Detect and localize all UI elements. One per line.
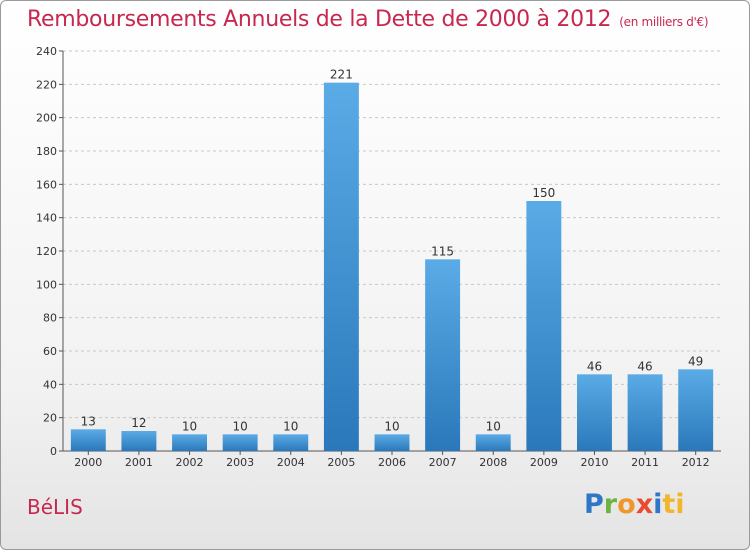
axes: 0 20 40 60 80 100 120 140 160 180 200 220 240 2000 200… xyxy=(36,45,721,469)
bar xyxy=(526,201,562,451)
data-label: 10 xyxy=(182,419,197,433)
y-tick-label: 0 xyxy=(50,445,57,458)
data-label: 46 xyxy=(587,359,602,373)
logo-letter: r xyxy=(603,489,618,520)
bar xyxy=(425,259,461,451)
x-tick-label: 2010 xyxy=(580,456,608,469)
data-label: 12 xyxy=(131,416,146,430)
y-tick-label: 80 xyxy=(43,312,57,325)
x-tick-label: 2002 xyxy=(176,456,204,469)
logo-letter: o xyxy=(617,489,636,520)
bar xyxy=(172,434,208,451)
x-tick-label: 2004 xyxy=(277,456,305,469)
y-tick-label: 200 xyxy=(36,112,57,125)
y-tick-label: 140 xyxy=(36,212,57,225)
y-tick-label: 100 xyxy=(36,278,57,291)
x-tick-label: 2003 xyxy=(226,456,254,469)
logo-letter: x xyxy=(635,489,654,520)
data-label: 10 xyxy=(233,419,248,433)
data-label: 10 xyxy=(384,419,399,433)
chart-title-text: Remboursements Annuels de la Dette de 20… xyxy=(27,7,612,32)
y-tick-label: 60 xyxy=(43,345,57,358)
x-tick-label: 2012 xyxy=(682,456,710,469)
x-tick-label: 2008 xyxy=(479,456,507,469)
x-tick-label: 2006 xyxy=(378,456,406,469)
bar xyxy=(475,434,511,451)
data-label: 221 xyxy=(330,68,353,82)
logo-letter: i xyxy=(653,489,663,520)
y-tick-label: 180 xyxy=(36,145,57,158)
bars xyxy=(70,82,714,452)
bar xyxy=(222,434,258,451)
data-label: 10 xyxy=(283,419,298,433)
chart-title: Remboursements Annuels de la Dette de 20… xyxy=(27,7,709,32)
gridlines xyxy=(63,50,721,419)
data-label: 150 xyxy=(532,186,555,200)
bar xyxy=(323,82,359,452)
y-tick-label: 160 xyxy=(36,178,57,191)
x-tick-label: 2000 xyxy=(74,456,102,469)
x-tick-label: 2007 xyxy=(429,456,457,469)
logo-letter: P xyxy=(584,489,604,520)
bar xyxy=(273,434,309,451)
logo-letter: ti xyxy=(662,489,685,520)
data-label: 49 xyxy=(688,354,703,368)
labels: 13 12 10 10 10 221 10 115 10 150 46 46 49 xyxy=(81,68,704,434)
y-tick-label: 40 xyxy=(43,378,57,391)
data-label: 115 xyxy=(431,244,454,258)
bar xyxy=(70,429,106,451)
place-name: BéLIS xyxy=(27,495,83,519)
bar xyxy=(374,434,410,451)
bar xyxy=(576,374,612,451)
proxiti-logo: Proxiti xyxy=(584,489,685,520)
bar xyxy=(678,369,714,451)
bar xyxy=(121,431,157,451)
data-label: 13 xyxy=(81,414,96,428)
x-tick-label: 2001 xyxy=(125,456,153,469)
data-label: 10 xyxy=(486,419,501,433)
data-label: 46 xyxy=(637,359,652,373)
bar xyxy=(627,374,663,451)
x-tick-label: 2009 xyxy=(530,456,558,469)
chart-subtitle: (en milliers d'€) xyxy=(619,15,709,29)
y-tick-label: 20 xyxy=(43,412,57,425)
y-tick-label: 220 xyxy=(36,78,57,91)
y-tick-label: 120 xyxy=(36,245,57,258)
x-tick-label: 2005 xyxy=(327,456,355,469)
x-tick-label: 2011 xyxy=(631,456,659,469)
y-tick-label: 240 xyxy=(36,45,57,58)
